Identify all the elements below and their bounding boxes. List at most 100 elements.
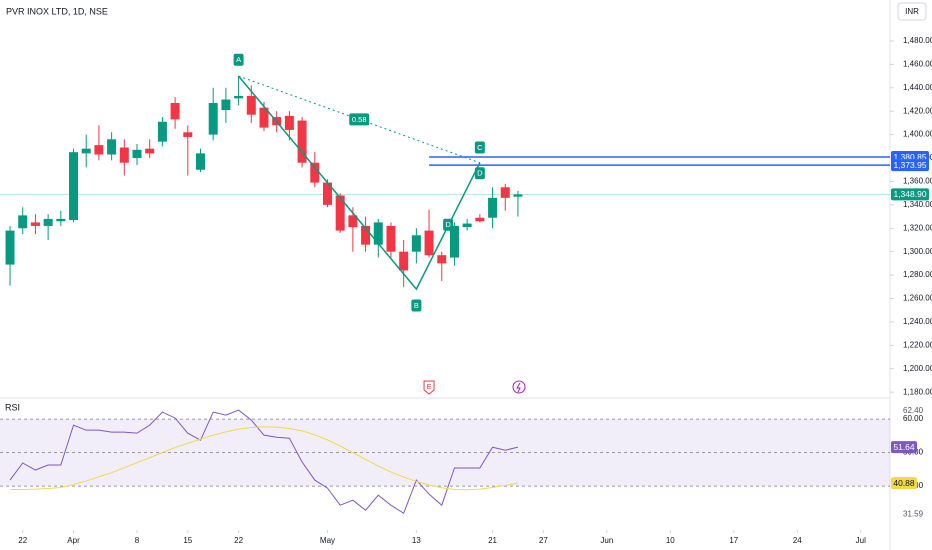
candle-body: [462, 223, 472, 228]
pattern-label-text: D: [445, 220, 451, 229]
x-tick-label: Apr: [67, 536, 80, 545]
y-tick-label: 1,440.00: [903, 83, 932, 92]
candle-body: [56, 218, 66, 222]
pattern-label-box: [474, 141, 485, 154]
y-tick-label: 1,180.00: [903, 387, 932, 396]
x-tick-label: Jul: [856, 536, 866, 545]
pattern-label: C: [474, 141, 485, 154]
x-tick-label: 27: [539, 536, 548, 545]
y-tick-label: 1,360.00: [903, 177, 932, 186]
pattern-label-text: B: [414, 301, 419, 310]
price-tag-label: 1,380.85: [893, 152, 926, 162]
currency-button[interactable]: [897, 2, 927, 21]
pattern-label-box: [411, 299, 422, 312]
candle-body: [157, 121, 167, 142]
x-tick-label: 24: [793, 536, 802, 545]
candle-body: [69, 152, 79, 221]
candle-body: [399, 251, 409, 271]
x-tick-label: Jun: [600, 536, 613, 545]
candle-body: [234, 95, 244, 99]
candle-body: [145, 148, 155, 154]
rsi-tag-label: 40.88: [893, 478, 915, 488]
rsi-line: [9, 409, 519, 514]
candle-body: [259, 107, 269, 128]
candle-body: [335, 195, 345, 231]
x-tick-label: 13: [412, 536, 421, 545]
y-tick-label: 1,260.00: [903, 294, 932, 303]
price-tag-label: 1,373.95: [893, 160, 926, 170]
x-tick-label: May: [320, 536, 335, 545]
candle-body: [246, 95, 256, 115]
candle-body: [411, 235, 421, 252]
rsi-line: [10, 426, 519, 491]
rsi-scale-label: 31.59: [903, 509, 924, 518]
candle-body: [81, 148, 91, 154]
event-icon[interactable]: [512, 380, 526, 394]
candle-body: [43, 218, 53, 226]
candle-body: [221, 99, 231, 111]
event-marker: [423, 380, 435, 395]
y-tick-label: 1,480.00: [903, 36, 932, 45]
candle-body: [170, 103, 180, 120]
x-tick-label: 22: [234, 536, 243, 545]
candle-body: [475, 217, 485, 222]
y-tick-label: 1,240.00: [903, 317, 932, 326]
chart-title: PVR INOX LTD, 1D, NSE: [6, 6, 108, 16]
candle-body: [94, 145, 104, 155]
pattern-label: D: [443, 218, 454, 231]
pattern-label: D: [474, 167, 485, 180]
candle-body: [513, 194, 523, 197]
y-tick-label: 1,460.00: [903, 59, 932, 68]
candle-body: [386, 225, 396, 252]
pattern-label-text: C: [477, 143, 483, 152]
pattern-ratio-text: 0.58: [352, 115, 367, 124]
candle-body: [5, 230, 15, 265]
rsi-tick-label: 60.00: [903, 414, 924, 423]
rsi-title: RSI: [5, 402, 20, 412]
candle-body: [424, 230, 434, 256]
pattern-line: [238, 75, 481, 291]
pattern-ratio-box: [349, 113, 370, 126]
candle-body: [132, 149, 142, 159]
pattern-label-box: [233, 53, 244, 66]
candle-body: [208, 103, 218, 135]
x-tick-label: 17: [729, 536, 738, 545]
currency-label[interactable]: INR: [905, 7, 919, 16]
candle-body: [500, 187, 510, 198]
candle-body: [30, 222, 40, 226]
price-tag: [891, 188, 929, 201]
candle-body: [297, 120, 307, 163]
candle-body: [196, 153, 206, 170]
x-tick-label: 22: [18, 536, 27, 545]
y-tick-label: 1,200.00: [903, 364, 932, 373]
lightning-icon[interactable]: [512, 380, 526, 394]
x-tick-label: 8: [135, 536, 140, 545]
y-tick-label: 1,220.00: [903, 340, 932, 349]
candle-body: [284, 115, 294, 130]
rsi-tag: [891, 477, 917, 490]
candle-body: [373, 222, 383, 245]
price-tag: [891, 159, 929, 172]
y-tick-label: 1,300.00: [903, 247, 932, 256]
candle-body: [119, 147, 129, 163]
pattern-ratio: 0.58: [349, 113, 370, 126]
candle-body: [18, 215, 28, 229]
lightning-glyph: [516, 382, 521, 393]
candle-body: [361, 225, 371, 245]
y-tick-label: 1,280.00: [903, 270, 932, 279]
candle-body: [310, 162, 320, 183]
pattern-label-box: [443, 218, 454, 231]
candle-body: [449, 225, 459, 258]
candle-body: [183, 132, 193, 137]
pattern-label-text: A: [236, 55, 241, 64]
y-tick-label: 1,340.00: [903, 200, 932, 209]
pattern-label: A: [233, 53, 244, 66]
candle-body: [348, 215, 358, 228]
pattern-label: B: [411, 299, 422, 312]
candle-body: [322, 182, 332, 205]
candle-body: [437, 255, 447, 264]
x-tick-label: 15: [183, 536, 192, 545]
y-tick-label: 1,320.00: [903, 223, 932, 232]
candle-body: [107, 139, 117, 155]
